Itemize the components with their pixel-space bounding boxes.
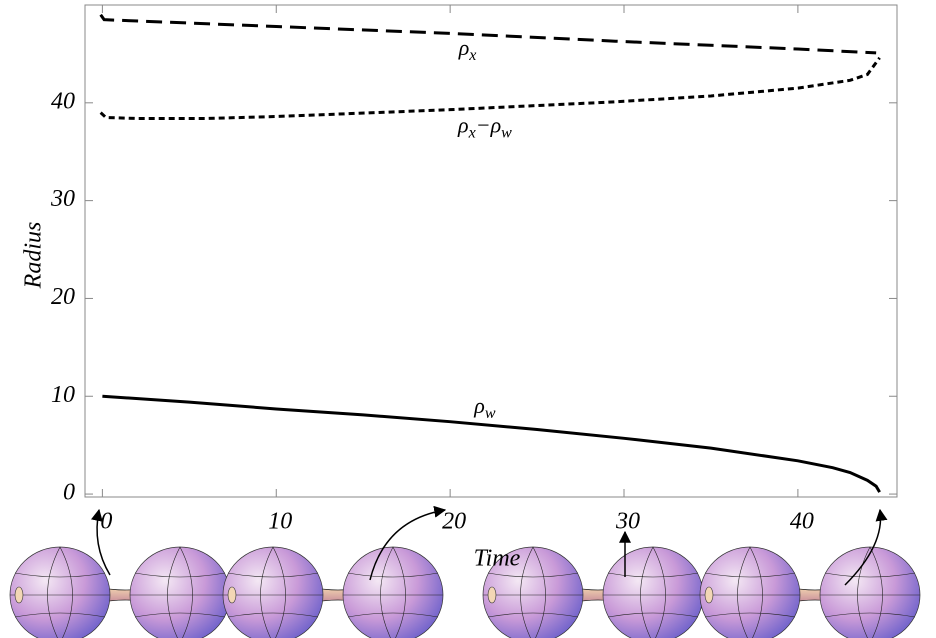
y-tick-label: 40	[51, 88, 75, 114]
subscript: x	[468, 124, 476, 141]
x-tick-label: 30	[615, 509, 640, 535]
plot-frame	[84, 4, 898, 498]
series-annotation: ρx	[458, 35, 477, 64]
x-tick-label: 40	[790, 509, 814, 535]
line-series	[102, 394, 881, 493]
x-tick-label: 10	[268, 509, 292, 535]
symbol: ρ	[457, 112, 469, 137]
line-series	[99, 13, 877, 55]
y-tick-label: 0	[63, 480, 75, 506]
y-tick-label: 20	[51, 284, 75, 310]
y-tick-label: 30	[50, 186, 75, 212]
subscript: x	[468, 47, 476, 64]
series-annotation: ρw	[473, 393, 496, 422]
line-series	[99, 56, 881, 120]
symbol: ρ	[490, 112, 502, 137]
symbol: −	[476, 112, 491, 137]
symbol: ρ	[473, 393, 485, 418]
x-axis-label: Time	[474, 546, 521, 572]
x-tick-label: 0	[100, 509, 112, 535]
shape-illustrations	[9, 505, 921, 638]
subscript: w	[485, 405, 496, 422]
y-axis-label: Radius	[21, 222, 47, 290]
series-annotation: ρx−ρw	[457, 112, 512, 141]
symbol: ρ	[458, 35, 470, 60]
subscript: w	[501, 124, 512, 141]
y-tick-label: 10	[51, 382, 75, 408]
x-tick-label: 20	[442, 509, 466, 535]
